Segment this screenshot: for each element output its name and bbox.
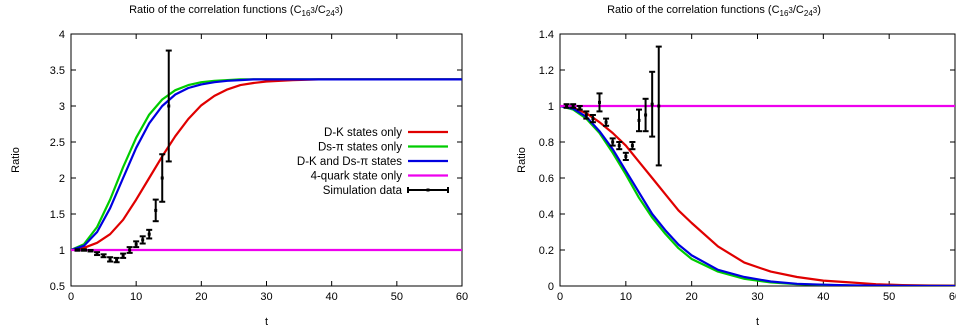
data-point <box>589 114 596 124</box>
y-tick-label: 1.2 <box>539 65 554 77</box>
y-tick-label: 3.5 <box>50 65 65 77</box>
chart-title: Ratio of the correlation functions (C163… <box>129 4 343 18</box>
data-point <box>636 108 642 133</box>
data-point <box>583 110 590 120</box>
x-tick-label: 60 <box>949 291 956 303</box>
plot-area <box>71 49 462 264</box>
data-point <box>133 240 140 249</box>
data-point <box>126 246 133 254</box>
chart-right: Ratio of the correlation functions (C163… <box>516 4 956 328</box>
legend-label: Ds-π states only <box>318 142 402 154</box>
chart-panel-left: Ratio of the correlation functions (C163… <box>10 4 468 328</box>
legend-label: 4-quark state only <box>311 171 403 183</box>
series-line-1 <box>560 104 955 286</box>
x-tick-label: 20 <box>686 291 698 303</box>
x-tick-label: 20 <box>195 291 207 303</box>
series-line-2 <box>560 104 955 286</box>
data-point <box>87 249 94 253</box>
data-point <box>100 253 107 259</box>
data-point <box>81 248 88 252</box>
chart-panel-right: Ratio of the correlation functions (C163… <box>478 0 956 330</box>
data-point <box>74 248 81 252</box>
data-point <box>622 151 629 161</box>
x-tick-label: 60 <box>456 291 468 303</box>
legend-label: Simulation data <box>323 185 403 197</box>
y-tick-label: 3 <box>59 101 65 113</box>
plot-area <box>560 45 955 286</box>
data-point <box>609 137 616 147</box>
y-tick-label: 0 <box>548 281 554 293</box>
series-line-2 <box>71 78 462 252</box>
x-tick-label: 30 <box>751 291 763 303</box>
data-point <box>113 256 120 264</box>
x-tick-label: 10 <box>620 291 632 303</box>
y-tick-label: 0.5 <box>50 281 65 293</box>
data-point <box>603 117 610 127</box>
data-point <box>629 141 636 151</box>
y-tick-label: 0.4 <box>539 209 554 221</box>
y-tick-label: 1 <box>59 245 65 257</box>
data-point <box>120 252 127 259</box>
y-tick-label: 1.5 <box>50 209 65 221</box>
y-tick-label: 4 <box>59 29 65 41</box>
legend-label: D-K states only <box>324 127 402 139</box>
x-tick-label: 40 <box>326 291 338 303</box>
y-axis-label: Ratio <box>10 147 22 173</box>
x-tick-label: 30 <box>260 291 272 303</box>
y-tick-label: 0.2 <box>539 245 554 257</box>
data-point <box>146 228 153 240</box>
x-tick-label: 10 <box>130 291 142 303</box>
data-point <box>152 198 159 223</box>
series-line-0 <box>560 104 955 286</box>
data-point <box>159 153 166 203</box>
x-tick-label: 40 <box>817 291 829 303</box>
y-tick-label: 2 <box>59 173 65 185</box>
data-point <box>642 97 649 133</box>
chart-title: Ratio of the correlation functions (C163… <box>607 4 821 18</box>
legend-label: D-K and Ds-π states <box>297 156 402 168</box>
data-point <box>596 92 603 113</box>
data-point <box>563 103 570 109</box>
data-point <box>165 49 172 163</box>
x-axis-label: t <box>756 316 759 328</box>
y-axis-label: Ratio <box>516 147 528 173</box>
chart-left: Ratio of the correlation functions (C163… <box>10 4 468 328</box>
x-tick-label: 50 <box>391 291 403 303</box>
data-point <box>570 103 577 109</box>
data-point <box>649 70 656 138</box>
data-point <box>139 235 146 245</box>
y-tick-label: 1.4 <box>539 29 554 41</box>
x-tick-label: 0 <box>557 291 563 303</box>
y-tick-label: 0.6 <box>539 173 554 185</box>
x-axis-label: t <box>265 316 268 328</box>
y-tick-label: 0.8 <box>539 137 554 149</box>
data-point <box>94 251 101 257</box>
y-tick-label: 2.5 <box>50 137 65 149</box>
x-tick-label: 0 <box>68 291 74 303</box>
data-point <box>576 105 583 111</box>
x-tick-label: 50 <box>883 291 895 303</box>
data-point <box>616 141 623 151</box>
data-point <box>107 256 114 263</box>
data-point <box>655 45 662 167</box>
y-tick-label: 1 <box>548 101 554 113</box>
